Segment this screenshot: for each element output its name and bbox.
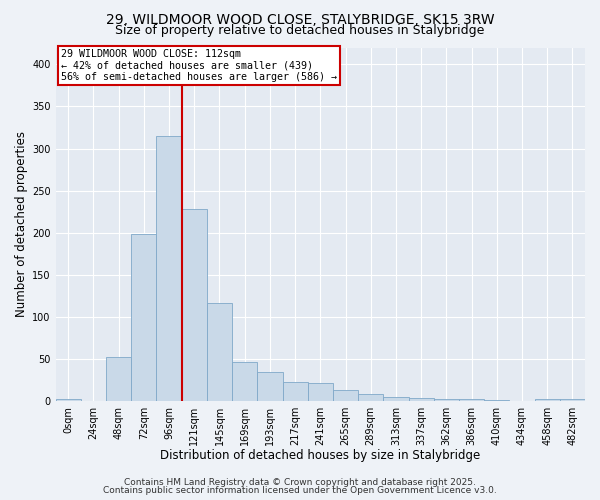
Text: Contains HM Land Registry data © Crown copyright and database right 2025.: Contains HM Land Registry data © Crown c… [124,478,476,487]
Bar [434,398,459,401]
Text: 29, WILDMOOR WOOD CLOSE, STALYBRIDGE, SK15 3RW: 29, WILDMOOR WOOD CLOSE, STALYBRIDGE, SK… [106,12,494,26]
Bar [157,136,182,401]
Bar [182,209,207,401]
X-axis label: Distribution of detached houses by size in Stalybridge: Distribution of detached houses by size … [160,450,481,462]
Bar [106,358,131,401]
Bar [409,398,434,401]
Bar [358,394,383,401]
Bar [207,304,232,401]
Bar [283,382,308,401]
Bar [459,398,484,401]
Bar [535,398,560,401]
Bar [484,400,509,401]
Text: Size of property relative to detached houses in Stalybridge: Size of property relative to detached ho… [115,24,485,37]
Bar [257,372,283,401]
Y-axis label: Number of detached properties: Number of detached properties [15,132,28,318]
Bar [308,382,333,401]
Bar [131,234,157,401]
Bar [56,400,81,401]
Bar [560,400,585,401]
Bar [383,397,409,401]
Text: Contains public sector information licensed under the Open Government Licence v3: Contains public sector information licen… [103,486,497,495]
Bar [333,390,358,401]
Bar [232,362,257,401]
Text: 29 WILDMOOR WOOD CLOSE: 112sqm
← 42% of detached houses are smaller (439)
56% of: 29 WILDMOOR WOOD CLOSE: 112sqm ← 42% of … [61,50,337,82]
